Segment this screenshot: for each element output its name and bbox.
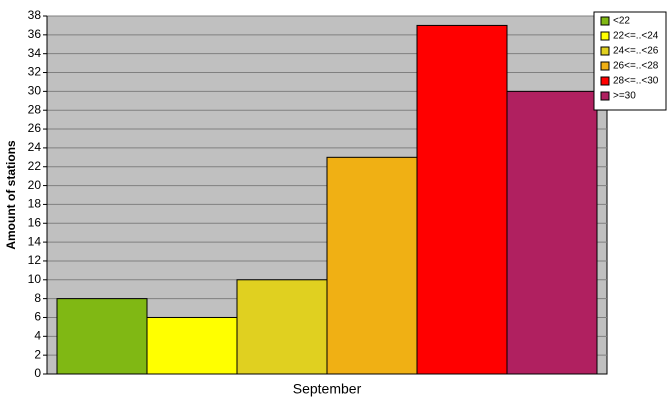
y-tick-label: 18 xyxy=(28,197,42,211)
y-tick-label: 22 xyxy=(28,159,42,173)
y-tick-label: 0 xyxy=(34,366,41,380)
bar xyxy=(56,298,148,375)
bar xyxy=(146,316,238,375)
legend-swatch xyxy=(600,61,610,71)
y-tick-label: 12 xyxy=(28,253,42,267)
y-tick-label: 8 xyxy=(34,291,41,305)
y-tick-label: 4 xyxy=(34,328,41,342)
y-tick-label: 32 xyxy=(28,65,42,79)
y-tick-label: 16 xyxy=(28,215,42,229)
legend-label: >=30 xyxy=(613,91,636,102)
x-tick-label: September xyxy=(293,381,362,397)
legend-label: 22<=..<24 xyxy=(613,31,659,42)
y-axis-label: Amount of stations xyxy=(4,140,18,250)
legend-label: 28<=..<30 xyxy=(613,76,659,87)
y-tick-label: 6 xyxy=(34,310,41,324)
y-tick-label: 26 xyxy=(28,121,42,135)
y-tick-label: 38 xyxy=(28,8,42,22)
legend-label: 26<=..<28 xyxy=(613,61,659,72)
bar xyxy=(416,24,508,375)
legend-swatch xyxy=(600,46,610,56)
legend-swatch xyxy=(600,91,610,101)
y-tick-label: 14 xyxy=(28,234,42,248)
bar xyxy=(506,90,598,375)
legend-label: <22 xyxy=(613,16,630,27)
y-tick-label: 28 xyxy=(28,102,42,116)
y-tick-label: 24 xyxy=(28,140,42,154)
y-tick-label: 30 xyxy=(28,84,42,98)
legend-label: 24<=..<26 xyxy=(613,46,659,57)
y-tick-label: 36 xyxy=(28,27,42,41)
y-tick-label: 10 xyxy=(28,272,42,286)
legend-swatch xyxy=(600,16,610,26)
y-tick-label: 2 xyxy=(34,347,41,361)
legend-swatch xyxy=(600,76,610,86)
legend-swatch xyxy=(600,31,610,41)
bar xyxy=(236,279,328,375)
y-tick-label: 20 xyxy=(28,178,42,192)
y-tick-label: 34 xyxy=(28,46,42,60)
bar xyxy=(326,156,418,375)
